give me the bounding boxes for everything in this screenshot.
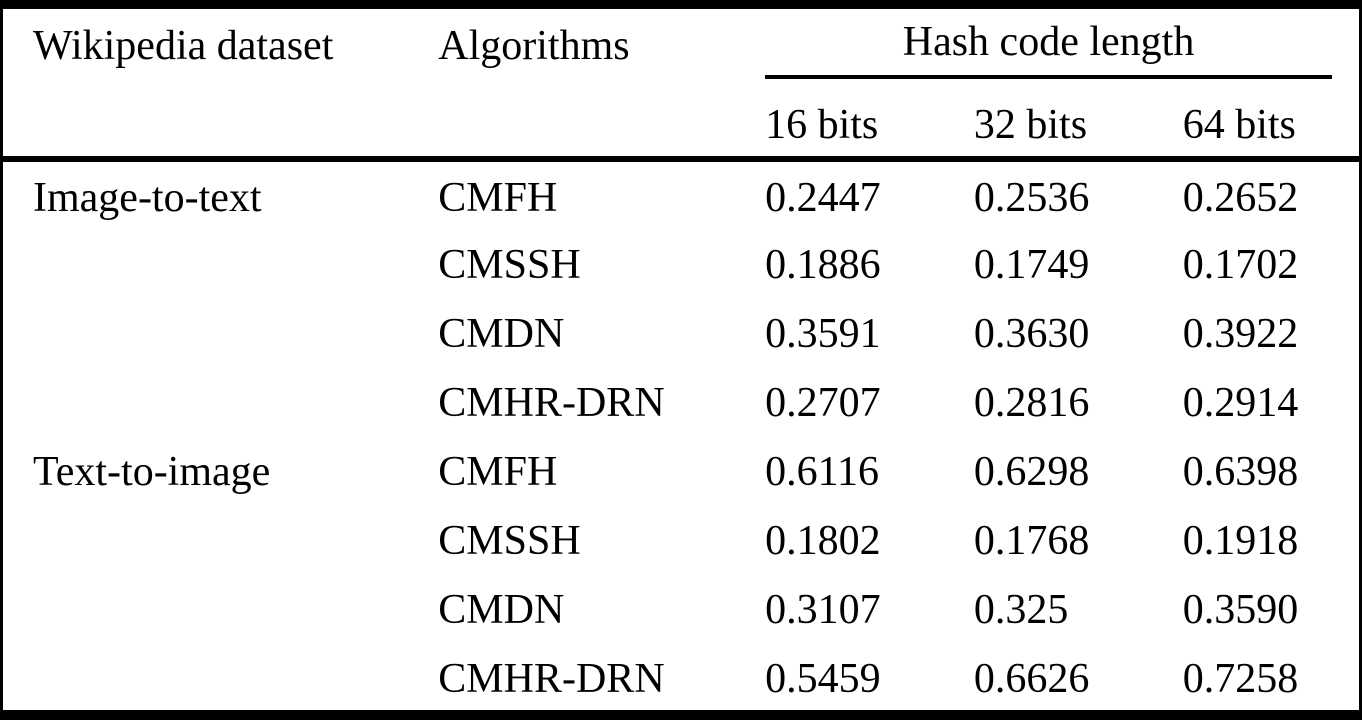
algorithm-cell: CMHR-DRN [438,380,665,427]
value-cell-32bits: 0.325 [973,586,1069,633]
table-row: CMSSH 0.1802 0.1768 0.1918 [3,503,1359,572]
dataset-cell [3,572,438,641]
column-group-label: Hash code length [765,9,1332,79]
value-cell-16bits: 0.6116 [765,448,880,495]
algorithm-cell: CMDN [438,311,565,358]
algorithm-cell: CMFH [438,174,558,221]
value-cell-64bits: 0.3590 [1182,586,1299,633]
algorithm-cell: CMHR-DRN [438,655,665,702]
value-cell-32bits: 0.2536 [973,174,1090,221]
value-cell-64bits: 0.1702 [1182,242,1299,289]
value-cell-16bits: 0.2447 [765,174,881,221]
dataset-cell: Image-to-text [33,174,262,221]
algorithm-cell: CMSSH [438,242,581,289]
column-header-16-bits: 16 bits [765,79,974,162]
value-cell-16bits: 0.5459 [765,655,881,702]
value-cell-16bits: 0.1886 [765,242,881,289]
value-cell-16bits: 0.2707 [765,380,881,427]
dataset-cell [3,503,438,572]
column-header-64-bits: 64 bits [1182,79,1359,162]
column-group-hash-code-length: Hash code length [765,9,1359,79]
dataset-cell [3,641,438,710]
value-cell-32bits: 0.3630 [973,311,1090,358]
dataset-cell [3,297,438,366]
column-header-32-bits: 32 bits [973,79,1183,162]
value-cell-16bits: 0.3591 [765,311,881,358]
value-cell-32bits: 0.1749 [973,242,1090,289]
column-header-dataset: Wikipedia dataset [3,9,439,162]
value-cell-64bits: 0.3922 [1182,311,1299,358]
dataset-cell [3,366,438,435]
value-cell-64bits: 0.2652 [1182,174,1299,221]
table-body: Image-to-text CMFH 0.2447 0.2536 0.2652 … [3,159,1359,710]
dataset-cell [3,228,438,297]
table-row: CMHR-DRN 0.2707 0.2816 0.2914 [3,366,1359,435]
value-cell-32bits: 0.6626 [973,655,1090,702]
table-header: Wikipedia dataset Algorithms Hash code l… [3,9,1359,162]
value-cell-32bits: 0.6298 [973,448,1090,495]
table-row: CMSSH 0.1886 0.1749 0.1702 [3,228,1359,297]
results-table: Wikipedia dataset Algorithms Hash code l… [3,9,1359,710]
value-cell-64bits: 0.2914 [1182,380,1299,427]
table-row: CMDN 0.3107 0.325 0.3590 [3,572,1359,641]
column-header-algorithms: Algorithms [438,9,766,162]
dataset-cell: Text-to-image [33,448,271,495]
table-row: CMHR-DRN 0.5459 0.6626 0.7258 [3,641,1359,710]
value-cell-16bits: 0.1802 [765,517,881,564]
algorithm-cell: CMDN [438,586,565,633]
algorithm-cell: CMFH [438,448,558,495]
table-row: Image-to-text CMFH 0.2447 0.2536 0.2652 [3,159,1359,228]
value-cell-64bits: 0.1918 [1182,517,1299,564]
table-row: CMDN 0.3591 0.3630 0.3922 [3,297,1359,366]
value-cell-16bits: 0.3107 [765,586,881,633]
value-cell-32bits: 0.2816 [973,380,1090,427]
value-cell-64bits: 0.6398 [1182,448,1299,495]
table-row: Text-to-image CMFH 0.6116 0.6298 0.6398 [3,435,1359,504]
header-row-2: 16 bits 32 bits 64 bits [3,79,1359,162]
value-cell-32bits: 0.1768 [973,517,1090,564]
value-cell-64bits: 0.7258 [1182,655,1299,702]
header-row-1: Wikipedia dataset Algorithms Hash code l… [3,9,1359,162]
algorithm-cell: CMSSH [438,517,581,564]
